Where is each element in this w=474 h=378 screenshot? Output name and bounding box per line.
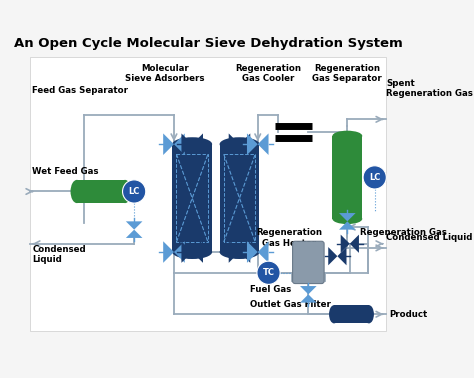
Text: Wet Feed Gas: Wet Feed Gas [32,167,99,176]
Polygon shape [229,241,239,263]
Polygon shape [337,247,346,265]
Text: Spent
Regeneration Gas: Spent Regeneration Gas [386,79,473,98]
Polygon shape [300,286,317,294]
Bar [77,180,125,203]
Polygon shape [239,133,250,155]
Polygon shape [126,230,143,238]
Text: Regeneration Gas: Regeneration Gas [360,228,447,237]
Bar [224,154,255,242]
Text: Fuel Gas: Fuel Gas [250,285,292,294]
Text: Condensed Liquid: Condensed Liquid [386,234,473,242]
Circle shape [257,261,280,284]
Text: Molecular
Sieve Adsorbers: Molecular Sieve Adsorbers [125,64,205,84]
Ellipse shape [173,137,212,151]
Text: Regeneration
Gas Separator: Regeneration Gas Separator [312,64,382,84]
Polygon shape [239,241,250,263]
Bar [334,305,369,323]
Ellipse shape [329,305,339,323]
Text: Outlet Gas Filter: Outlet Gas Filter [250,300,331,309]
Polygon shape [182,241,192,263]
Text: Regeneration
Gas Heater: Regeneration Gas Heater [256,228,322,248]
Polygon shape [174,241,185,263]
Ellipse shape [173,245,212,259]
FancyBboxPatch shape [292,241,324,284]
Text: Regeneration
Gas Cooler: Regeneration Gas Cooler [236,64,301,84]
Bar [176,154,208,242]
Polygon shape [126,222,143,230]
Ellipse shape [219,137,259,151]
Text: Product: Product [389,310,427,319]
Bar [173,144,212,252]
Ellipse shape [219,245,259,259]
Circle shape [123,180,146,203]
Polygon shape [163,133,174,155]
Polygon shape [174,133,185,155]
Polygon shape [182,133,192,155]
Polygon shape [328,247,337,265]
Text: Feed Gas Separator: Feed Gas Separator [32,86,128,95]
Polygon shape [192,133,203,155]
Text: Condensed
Liquid: Condensed Liquid [32,245,86,264]
Text: LC: LC [128,187,140,196]
Bar [30,57,386,331]
Polygon shape [163,241,174,263]
Polygon shape [247,241,258,263]
Polygon shape [192,241,203,263]
Polygon shape [258,241,269,263]
Text: TC: TC [263,268,274,277]
Polygon shape [339,222,356,230]
Polygon shape [247,133,258,155]
Ellipse shape [118,180,131,203]
Ellipse shape [364,305,374,323]
Polygon shape [258,133,269,155]
Bar [332,136,362,219]
Polygon shape [339,213,356,222]
Text: LC: LC [369,173,380,182]
Bar [219,144,259,252]
Ellipse shape [332,131,362,141]
Ellipse shape [332,214,362,224]
Polygon shape [341,235,350,253]
Polygon shape [229,133,239,155]
Polygon shape [300,294,317,303]
Ellipse shape [71,180,83,203]
Circle shape [363,166,386,189]
Text: An Open Cycle Molecular Sieve Dehydration System: An Open Cycle Molecular Sieve Dehydratio… [14,37,402,50]
Polygon shape [350,235,359,253]
